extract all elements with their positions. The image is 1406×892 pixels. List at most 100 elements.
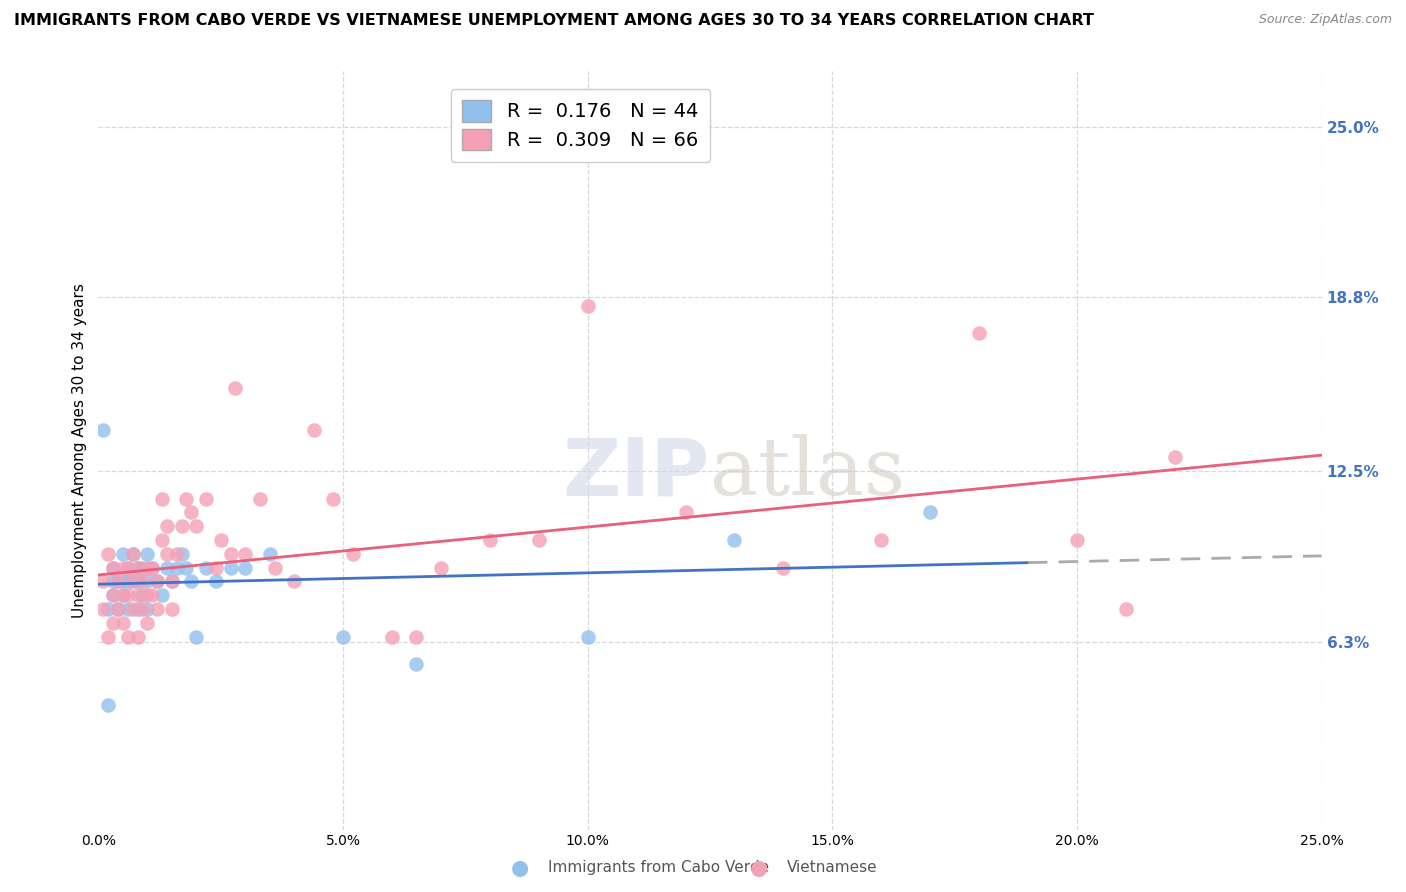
Point <box>302 423 325 437</box>
Point <box>160 574 183 589</box>
Point <box>186 630 208 644</box>
Point <box>111 574 134 589</box>
Point <box>117 588 139 602</box>
Point <box>205 560 228 574</box>
Point <box>127 560 149 574</box>
Point <box>772 560 794 574</box>
Point <box>107 602 129 616</box>
Point <box>127 630 149 644</box>
Point <box>146 574 169 589</box>
Point <box>91 574 114 589</box>
Point <box>233 547 256 561</box>
Point <box>131 602 153 616</box>
Point <box>1066 533 1088 547</box>
Point <box>117 630 139 644</box>
Point <box>121 574 143 589</box>
Text: Immigrants from Cabo Verde: Immigrants from Cabo Verde <box>548 861 769 875</box>
Point <box>131 588 153 602</box>
Point <box>136 615 159 630</box>
Point <box>430 560 453 574</box>
Point <box>209 533 232 547</box>
Point <box>186 519 208 533</box>
Point <box>219 547 242 561</box>
Point <box>97 630 120 644</box>
Y-axis label: Unemployment Among Ages 30 to 34 years: Unemployment Among Ages 30 to 34 years <box>72 283 87 618</box>
Point <box>111 588 134 602</box>
Legend: R =  0.176   N = 44, R =  0.309   N = 66: R = 0.176 N = 44, R = 0.309 N = 66 <box>451 88 710 162</box>
Point <box>101 588 124 602</box>
Point <box>127 602 149 616</box>
Point <box>576 299 599 313</box>
Point <box>381 630 404 644</box>
Text: ●: ● <box>751 858 768 878</box>
Point <box>249 491 271 506</box>
Point <box>101 560 124 574</box>
Point <box>180 506 202 520</box>
Point <box>146 602 169 616</box>
Point <box>111 588 134 602</box>
Point <box>205 574 228 589</box>
Point <box>160 602 183 616</box>
Point <box>150 533 173 547</box>
Point <box>141 560 163 574</box>
Point <box>150 491 173 506</box>
Point <box>97 698 120 713</box>
Point <box>170 547 193 561</box>
Point <box>97 547 120 561</box>
Point <box>967 326 990 341</box>
Point <box>111 547 134 561</box>
Point <box>121 574 143 589</box>
Point <box>156 547 179 561</box>
Point <box>723 533 745 547</box>
Point <box>405 630 427 644</box>
Point <box>136 602 159 616</box>
Point <box>101 574 124 589</box>
Point <box>141 588 163 602</box>
Point <box>176 491 198 506</box>
Point <box>107 574 129 589</box>
Point <box>576 630 599 644</box>
Text: Vietnamese: Vietnamese <box>787 861 877 875</box>
Point <box>107 602 129 616</box>
Point <box>195 560 218 574</box>
Point <box>136 560 159 574</box>
Point <box>141 560 163 574</box>
Point <box>101 560 124 574</box>
Point <box>195 491 218 506</box>
Point <box>101 588 124 602</box>
Point <box>156 560 179 574</box>
Point <box>111 615 134 630</box>
Point <box>117 574 139 589</box>
Point <box>136 588 159 602</box>
Point <box>332 630 354 644</box>
Point <box>527 533 550 547</box>
Point <box>405 657 427 672</box>
Point <box>170 519 193 533</box>
Point <box>131 560 153 574</box>
Point <box>1164 450 1187 465</box>
Point <box>478 533 501 547</box>
Point <box>117 560 139 574</box>
Point <box>127 560 149 574</box>
Point <box>224 381 246 395</box>
Text: ZIP: ZIP <box>562 434 710 512</box>
Point <box>107 574 129 589</box>
Point <box>121 547 143 561</box>
Point <box>283 574 305 589</box>
Point <box>91 423 114 437</box>
Point <box>97 602 120 616</box>
Text: IMMIGRANTS FROM CABO VERDE VS VIETNAMESE UNEMPLOYMENT AMONG AGES 30 TO 34 YEARS : IMMIGRANTS FROM CABO VERDE VS VIETNAMESE… <box>14 13 1094 29</box>
Point <box>160 574 183 589</box>
Point <box>91 602 114 616</box>
Point <box>322 491 344 506</box>
Point <box>342 547 364 561</box>
Point <box>146 574 169 589</box>
Point <box>150 588 173 602</box>
Point <box>127 588 149 602</box>
Point <box>920 506 942 520</box>
Point <box>111 560 134 574</box>
Point <box>263 560 285 574</box>
Point <box>1115 602 1137 616</box>
Point <box>675 506 697 520</box>
Point <box>166 560 188 574</box>
